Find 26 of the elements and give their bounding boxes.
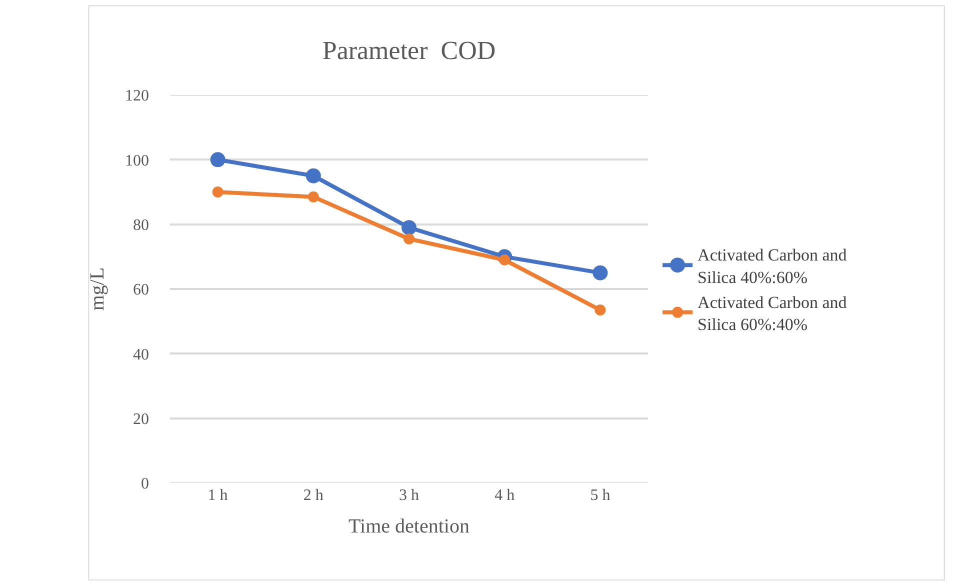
x-tick-label: 2 h	[303, 487, 324, 504]
y-tick-label: 60	[133, 282, 149, 299]
point	[594, 304, 606, 316]
legend-label: Activated Carbon and Silica 40%:60%	[698, 246, 848, 287]
x-tick-label: 4 h	[494, 487, 515, 504]
y-tick-label: 40	[133, 346, 149, 364]
y-tick-label: 20	[133, 410, 149, 428]
point	[306, 168, 321, 184]
point	[308, 191, 319, 202]
y-tick-label: 80	[133, 216, 149, 234]
y-tick-label: 120	[125, 88, 149, 105]
y-tick-label: 0	[141, 476, 149, 493]
point	[210, 152, 226, 168]
x-axis-title: Time detention	[348, 516, 470, 538]
point	[212, 186, 224, 198]
y-tick-label: 100	[125, 152, 149, 170]
y-axis-title: mg/L	[86, 267, 108, 311]
point	[592, 265, 608, 280]
x-tick-label: 5 h	[590, 487, 610, 504]
point	[402, 220, 416, 236]
x-tick-label: 3 h	[399, 487, 419, 504]
point	[499, 254, 510, 266]
point	[404, 233, 414, 244]
x-tick-label: 1 h	[208, 487, 228, 504]
chart-title: Parameter COD	[322, 36, 496, 66]
legend-label: Activated Carbon and Silica 60%:40%	[698, 292, 848, 334]
